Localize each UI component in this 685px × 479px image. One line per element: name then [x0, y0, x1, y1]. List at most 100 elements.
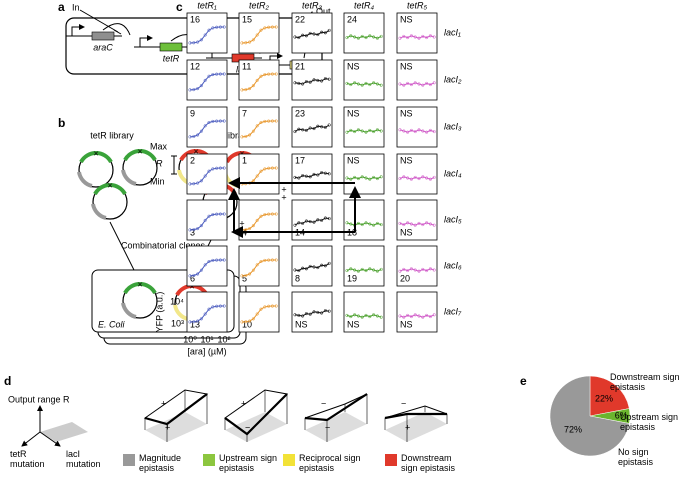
response-point [406, 81, 410, 85]
panel-label: a [58, 0, 65, 14]
response-point [421, 175, 425, 179]
cell-frame [186, 59, 228, 101]
response-point [255, 78, 259, 82]
response-point [222, 258, 226, 262]
response-point [375, 82, 379, 86]
response-point [409, 177, 413, 181]
response-point [196, 133, 200, 137]
response-point [312, 32, 316, 36]
response-point [356, 82, 360, 86]
legend-label: Reciprocal sign epistasis [299, 453, 361, 473]
response-point [312, 78, 316, 82]
response-point [323, 31, 327, 35]
response-point [413, 268, 417, 272]
response-point [259, 28, 263, 32]
response-point [263, 167, 267, 171]
response-point [259, 120, 263, 125]
cell-label: 23 [295, 108, 305, 118]
response-point [203, 78, 207, 82]
response-point [368, 267, 372, 271]
response-point [251, 84, 255, 88]
response-point [375, 128, 379, 132]
response-point [364, 36, 368, 40]
response-point [421, 267, 425, 271]
mutation-mark: × [239, 148, 244, 158]
response-point [293, 81, 297, 85]
response-curve [399, 176, 435, 180]
mutation-mark: × [193, 146, 198, 156]
response-point [274, 304, 278, 308]
response-point [293, 175, 297, 179]
response-point [372, 175, 376, 179]
response-point [301, 266, 305, 270]
response-point [211, 305, 215, 309]
response-point [345, 81, 349, 85]
response-point [304, 219, 308, 223]
response-point [425, 130, 429, 134]
response-point [379, 129, 383, 133]
response-point [425, 81, 429, 85]
response-curve [189, 259, 225, 277]
response-curve [399, 82, 435, 86]
response-point [349, 34, 353, 38]
response-point [425, 36, 429, 40]
plasmid-insert [77, 171, 93, 188]
mutation-mark: × [137, 279, 142, 289]
response-point [218, 72, 222, 76]
response-point [360, 223, 364, 227]
response-point [259, 169, 263, 173]
response-point [293, 313, 297, 317]
response-curve [294, 217, 330, 226]
column-header: tetR₂ [249, 0, 270, 10]
response-point [207, 120, 211, 125]
response-point [308, 31, 312, 35]
response-point [270, 119, 274, 123]
response-point [402, 34, 406, 38]
sketch-base [385, 412, 447, 442]
response-point [368, 83, 372, 87]
response-point [323, 264, 327, 268]
response-point [211, 73, 215, 77]
response-point [211, 26, 215, 30]
response-curve [294, 78, 330, 85]
response-point [203, 124, 207, 128]
response-point [222, 212, 226, 216]
response-curve [189, 120, 225, 138]
cell-label: 9 [190, 108, 195, 118]
response-point [368, 315, 372, 319]
response-point [379, 83, 383, 87]
column-header: tetR₄ [354, 0, 375, 10]
response-point [196, 181, 200, 185]
response-point [203, 263, 207, 267]
response-point [402, 315, 406, 319]
response-point [413, 175, 417, 179]
response-point [207, 259, 211, 264]
response-point [255, 174, 259, 178]
response-point [188, 135, 192, 139]
cell-label: NS [400, 108, 413, 118]
response-curve [189, 213, 225, 231]
response-point [360, 34, 364, 38]
response-point [199, 179, 203, 183]
response-point [222, 166, 226, 170]
cell-label: 19 [347, 273, 357, 283]
response-point [312, 220, 316, 224]
cell-frame [396, 12, 438, 54]
response-point [368, 128, 372, 132]
response-point [192, 134, 196, 139]
sign: − [401, 398, 406, 408]
sketch-path [144, 393, 208, 426]
response-point [270, 72, 274, 76]
y-axis-label: YFP (a.u.) [154, 292, 164, 333]
response-point [267, 212, 271, 216]
response-point [417, 221, 421, 225]
response-point [218, 166, 222, 170]
response-curve [189, 305, 225, 323]
response-curve [399, 314, 435, 318]
host-label: E. Coli [98, 319, 126, 329]
response-point [312, 172, 316, 176]
response-point [270, 25, 274, 29]
response-point [421, 83, 425, 87]
response-point [215, 166, 219, 170]
